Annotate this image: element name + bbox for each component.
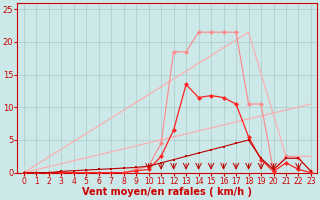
X-axis label: Vent moyen/en rafales ( km/h ): Vent moyen/en rafales ( km/h ) (82, 187, 252, 197)
